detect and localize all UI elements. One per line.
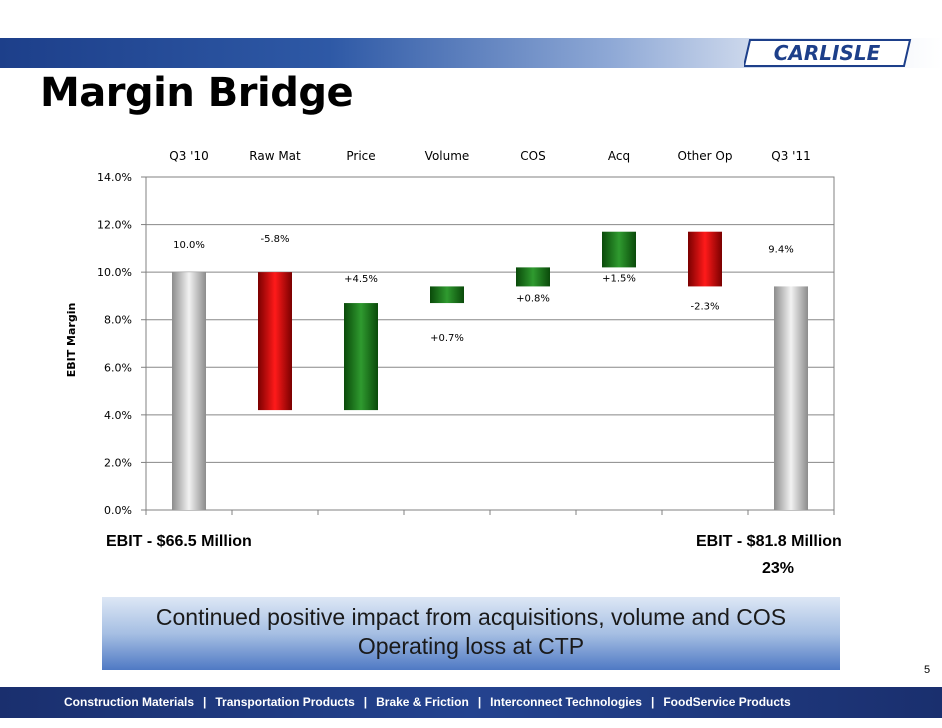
footer-separator: | bbox=[650, 695, 655, 709]
category-label: COS bbox=[520, 149, 545, 163]
y-tick-label: 6.0% bbox=[104, 361, 132, 374]
data-label: -5.8% bbox=[260, 234, 289, 245]
bar-increase bbox=[430, 286, 464, 304]
footer-item: Brake & Friction bbox=[376, 695, 469, 709]
bar-increase bbox=[516, 267, 550, 287]
ebit-growth: 23% bbox=[762, 560, 795, 577]
banner-line-2: Operating loss at CTP bbox=[357, 633, 585, 659]
bar-total bbox=[172, 272, 206, 510]
footer-bar: Construction Materials | Transportation Pr… bbox=[0, 687, 942, 718]
carlisle-logo: CARLISLE bbox=[744, 39, 912, 67]
page-title: Margin Bridge bbox=[40, 70, 354, 116]
data-label: 9.4% bbox=[768, 244, 793, 255]
y-tick-label: 10.0% bbox=[97, 266, 132, 279]
logo-text: CARLISLE bbox=[774, 41, 881, 65]
y-tick-label: 2.0% bbox=[104, 456, 132, 469]
bar-total bbox=[774, 286, 808, 510]
category-label: Price bbox=[346, 149, 375, 163]
banner-line-1: Continued positive impact from acquisiti… bbox=[155, 604, 787, 630]
data-label: -2.3% bbox=[690, 301, 719, 312]
ebit-q3-10: EBIT - $66.5 Million bbox=[106, 533, 252, 550]
y-axis-label: EBIT Margin bbox=[65, 303, 78, 378]
footer-item: FoodService Products bbox=[663, 695, 791, 709]
footer-item: Construction Materials bbox=[64, 695, 195, 709]
page-number: 5 bbox=[924, 664, 931, 676]
summary-banner: Continued positive impact from acquisiti… bbox=[102, 597, 840, 670]
bar-decrease bbox=[688, 231, 722, 287]
data-label: 10.0% bbox=[173, 240, 205, 251]
data-label: +1.5% bbox=[602, 273, 636, 284]
y-tick-label: 12.0% bbox=[97, 219, 132, 232]
y-tick-label: 8.0% bbox=[104, 314, 132, 327]
bar-decrease bbox=[258, 272, 292, 411]
bar-increase bbox=[344, 303, 378, 411]
category-label: Other Op bbox=[678, 149, 733, 163]
footer-separator: | bbox=[363, 695, 368, 709]
ebit-q3-11: EBIT - $81.8 Million bbox=[696, 533, 842, 550]
category-label: Q3 '10 bbox=[169, 149, 208, 163]
plot-area-border bbox=[145, 176, 835, 511]
footer-separator: | bbox=[477, 695, 482, 709]
category-label: Acq bbox=[608, 149, 630, 163]
y-tick-label: 4.0% bbox=[104, 409, 132, 422]
y-tick-label: 0.0% bbox=[104, 504, 132, 517]
bar-increase bbox=[602, 231, 636, 268]
footer-item: Interconnect Technologies bbox=[490, 695, 642, 709]
category-label: Raw Mat bbox=[249, 149, 301, 163]
data-label: +0.8% bbox=[516, 293, 550, 304]
data-label: +4.5% bbox=[344, 274, 378, 285]
data-label: +0.7% bbox=[430, 333, 464, 344]
footer-separator: | bbox=[203, 695, 207, 709]
y-tick-label: 14.0% bbox=[97, 171, 132, 184]
category-label: Volume bbox=[425, 149, 470, 163]
footer-item: Transportation Products bbox=[215, 695, 355, 709]
category-label: Q3 '11 bbox=[771, 149, 810, 163]
